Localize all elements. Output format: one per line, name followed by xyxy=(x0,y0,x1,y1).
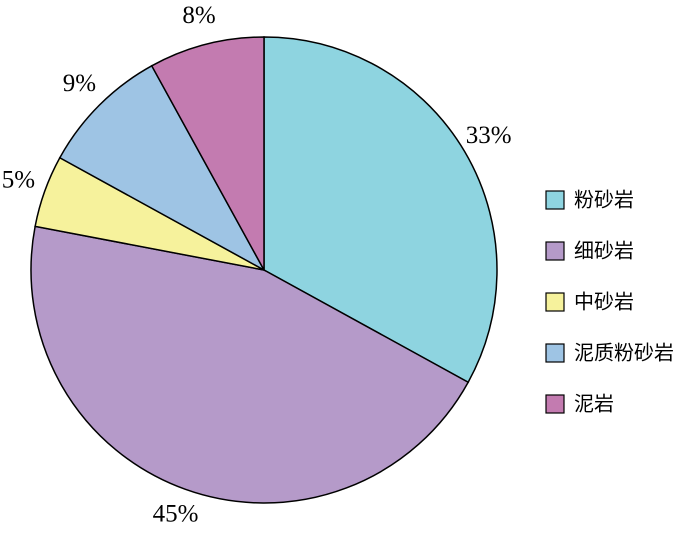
pie-slice xyxy=(58,64,266,272)
value-label: 9% xyxy=(63,70,96,97)
pie-slice xyxy=(150,36,265,271)
pie-slice xyxy=(263,36,498,384)
pie-slice xyxy=(30,225,470,504)
legend-label: 泥质粉砂岩 xyxy=(574,341,674,365)
legend-swatch xyxy=(545,343,565,363)
legend-label: 细砂岩 xyxy=(574,239,634,263)
legend-swatch xyxy=(545,241,565,261)
value-label: 8% xyxy=(182,2,215,29)
legend-swatch xyxy=(545,190,565,210)
value-label: 5% xyxy=(2,166,35,193)
legend-swatch xyxy=(545,292,565,312)
legend-swatch xyxy=(545,394,565,414)
legend-label: 粉砂岩 xyxy=(574,188,634,212)
value-label: 33% xyxy=(466,122,512,149)
legend-label: 泥岩 xyxy=(574,392,614,416)
legend-label: 中砂岩 xyxy=(574,290,634,314)
value-label: 45% xyxy=(153,500,199,527)
